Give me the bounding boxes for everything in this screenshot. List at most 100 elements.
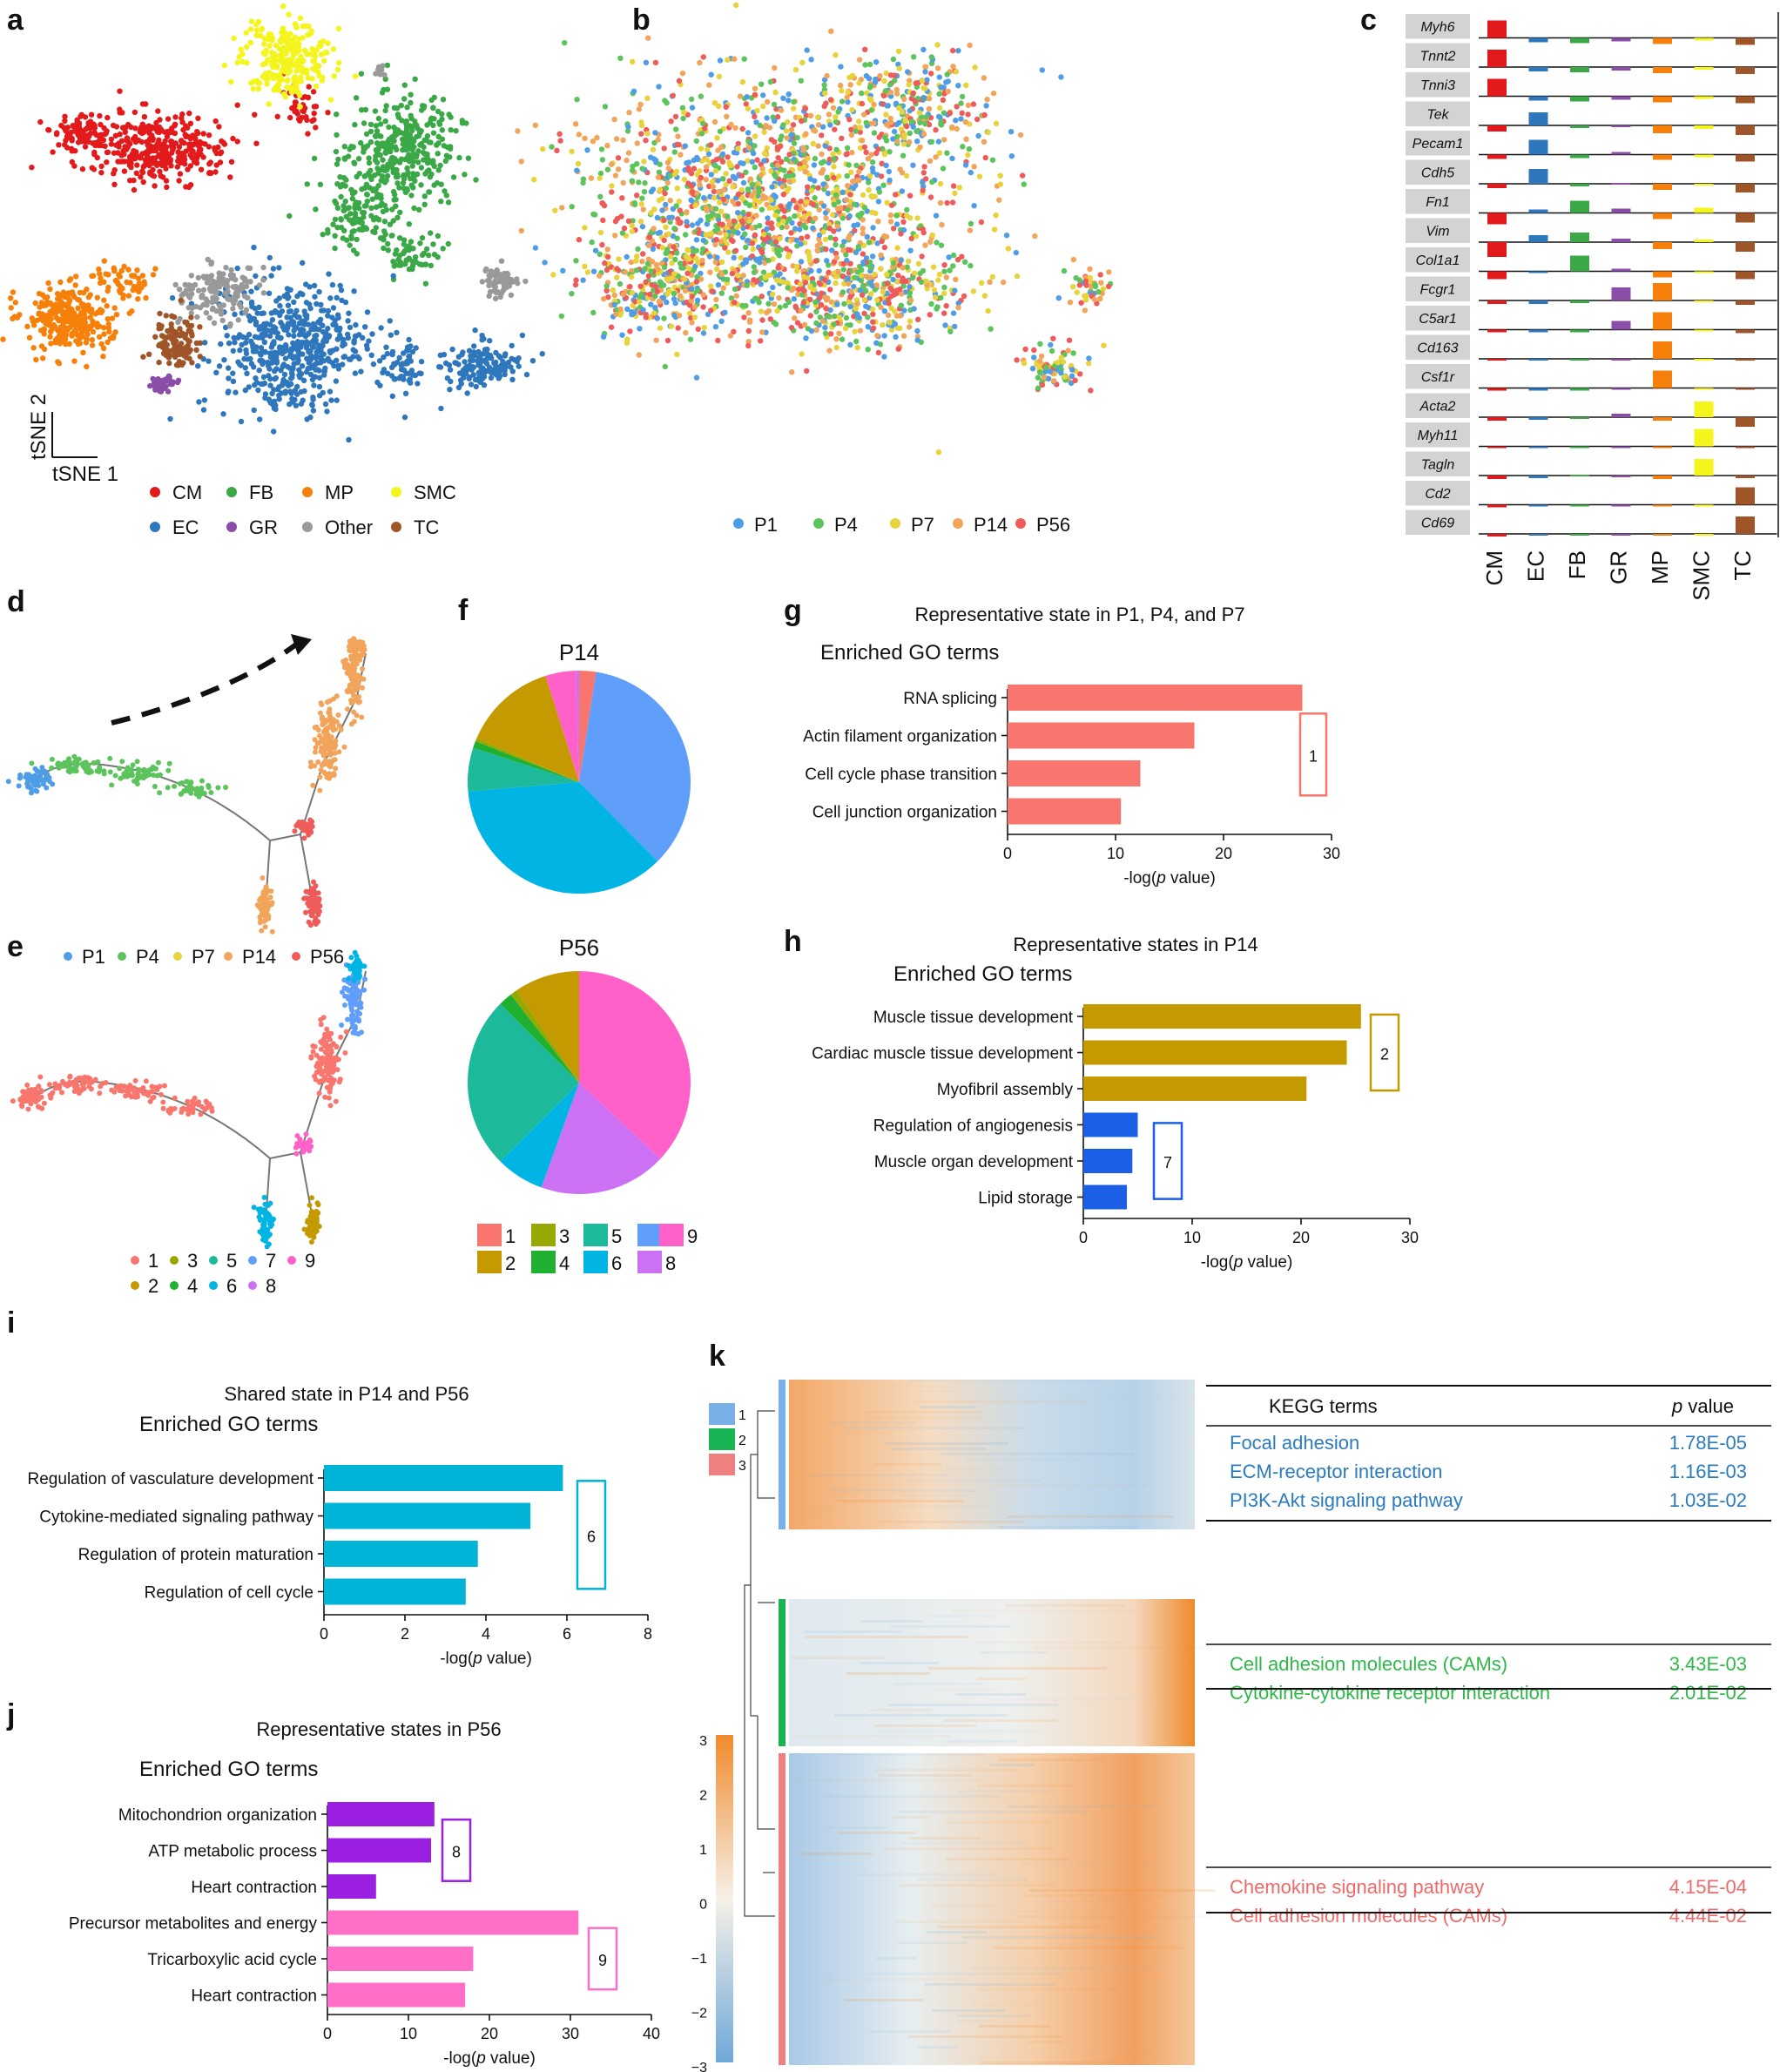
cell-point [305, 131, 311, 137]
cell-point [509, 355, 515, 361]
cell-point [334, 161, 340, 167]
cell-point [891, 72, 898, 78]
cell-point [274, 73, 280, 79]
cell-point [335, 362, 341, 368]
cell-point [844, 94, 850, 101]
cell-point [276, 295, 282, 301]
cell-point [859, 138, 866, 144]
cell-point [262, 322, 268, 329]
cell-point [867, 83, 873, 90]
cell-point [911, 54, 917, 60]
cell-point [182, 281, 188, 288]
cell-point [244, 44, 250, 51]
cell-point [630, 58, 636, 65]
cell-point [141, 114, 148, 120]
cell-point [0, 336, 6, 342]
cell-point [674, 235, 680, 241]
cell-point [206, 161, 212, 167]
cell-point [983, 103, 989, 109]
cell-point [880, 321, 886, 328]
cell-point [878, 252, 884, 259]
cell-point [273, 309, 280, 315]
cell-point [239, 51, 246, 57]
cell-point [260, 277, 266, 283]
cell-point [711, 118, 718, 125]
cell-point [812, 178, 818, 184]
cell-point [394, 247, 400, 253]
cell-point [265, 76, 271, 82]
cell-point [789, 369, 795, 375]
cell-point [947, 110, 953, 117]
cell-point [712, 168, 718, 174]
cell-point [590, 138, 597, 145]
cell-point [962, 259, 968, 265]
legend-label-other: Other [325, 516, 373, 538]
cell-point [774, 307, 780, 314]
cell-point [314, 300, 320, 307]
cell-point [335, 156, 341, 163]
cell-point [725, 154, 731, 160]
cell-point [680, 115, 686, 122]
cell-point [488, 268, 495, 274]
cell-point [376, 358, 383, 364]
cell-point [381, 228, 388, 234]
cell-point [933, 127, 939, 133]
cell-point [761, 158, 767, 164]
cell-point [80, 301, 86, 307]
cell-point [326, 271, 332, 277]
cell-point [716, 189, 722, 195]
cell-point [389, 233, 395, 239]
cell-point [767, 78, 774, 85]
cell-point [255, 387, 261, 394]
cell-point [906, 258, 912, 265]
cell-point [435, 167, 442, 173]
cell-point [428, 116, 435, 122]
cell-point [104, 159, 110, 165]
cell-point [203, 296, 209, 302]
cell-point [472, 327, 478, 334]
cell-point [279, 77, 286, 83]
cell-point [134, 267, 140, 273]
cell-point [805, 155, 811, 162]
cell-point [978, 219, 985, 226]
cell-point [783, 246, 790, 252]
cell-point [250, 85, 256, 92]
cell-point [774, 162, 781, 169]
cell-point [730, 184, 736, 190]
cell-point [592, 212, 598, 218]
cell-point [617, 55, 624, 61]
cell-point [699, 257, 705, 264]
cell-point [881, 244, 888, 251]
cell-point [51, 323, 58, 330]
cell-point [277, 302, 283, 309]
cell-point [639, 195, 645, 201]
cell-point [171, 340, 177, 346]
cell-point [301, 47, 308, 54]
cell-point [283, 51, 289, 57]
cell-point [221, 357, 227, 363]
cell-point [757, 122, 763, 129]
cell-point [226, 365, 232, 371]
cell-point [355, 199, 362, 206]
cell-point [101, 125, 107, 132]
cell-point [338, 216, 344, 222]
cell-point [813, 320, 819, 327]
cell-point [860, 217, 866, 223]
cell-point [480, 373, 487, 379]
cell-point [274, 330, 280, 336]
cell-point [369, 331, 375, 337]
cell-point [892, 308, 898, 314]
legend-label-cm: CM [172, 482, 202, 503]
cell-point [518, 227, 524, 234]
cell-point [862, 287, 869, 294]
cell-point [381, 71, 388, 78]
cell-point [874, 333, 880, 339]
cell-point [125, 293, 132, 299]
cell-point [377, 235, 384, 241]
cell-point [362, 324, 368, 330]
cell-point [349, 219, 355, 226]
legend-dot-ec [150, 522, 160, 532]
cell-point [391, 105, 398, 111]
cell-point [897, 313, 903, 319]
cell-point [68, 276, 74, 282]
